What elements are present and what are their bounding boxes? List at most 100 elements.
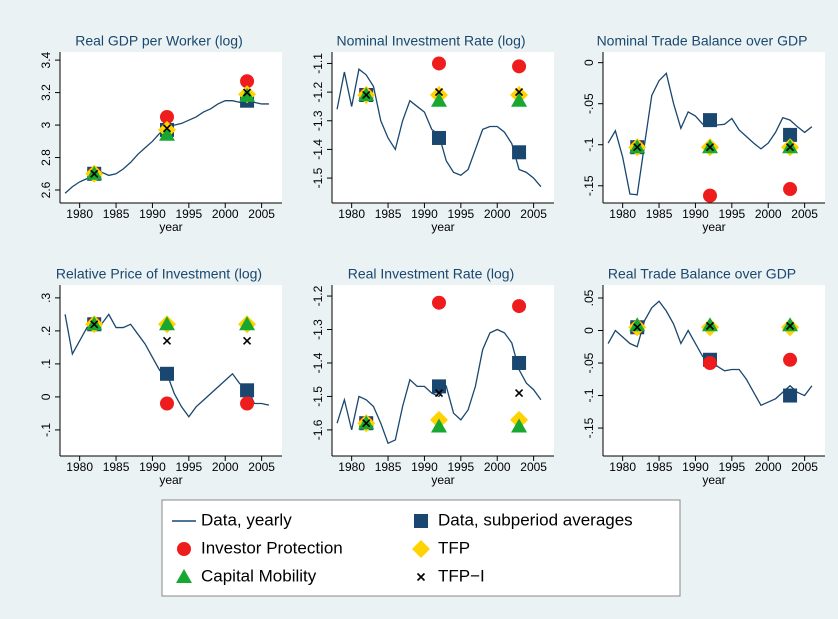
circle-marker (159, 396, 174, 411)
triangle-marker (511, 418, 528, 433)
y-tick-label: -.15 (582, 175, 596, 196)
circle-marker (431, 295, 446, 310)
triangle-marker (782, 317, 799, 332)
x-tick-label: 1995 (447, 460, 474, 474)
x-axis-label: year (702, 473, 725, 487)
x-tick-label: 1995 (175, 207, 202, 221)
x-marker (633, 323, 642, 332)
x-tick-label: 1990 (139, 460, 166, 474)
chart-title: Real GDP per Worker (log) (75, 33, 243, 49)
chart-title: Nominal Trade Balance over GDP (597, 33, 808, 49)
x-tick-label: 2000 (755, 207, 782, 221)
x-marker (362, 419, 371, 428)
triangle-marker (701, 317, 718, 332)
circle-marker (702, 188, 717, 203)
x-tick-label: 2000 (484, 460, 511, 474)
y-tick-label: .3 (39, 293, 53, 303)
square-marker (240, 383, 255, 398)
x-tick-label: 1990 (411, 207, 438, 221)
plot-area (332, 52, 554, 203)
x-tick-label: 2000 (484, 207, 511, 221)
chart-title: Real Investment Rate (log) (348, 266, 515, 282)
x-tick-label: 1980 (338, 460, 365, 474)
square-marker (512, 355, 527, 370)
y-tick-label: 0 (582, 59, 596, 66)
y-tick-label: 3.4 (39, 51, 53, 68)
x-tick-label: 1995 (175, 460, 202, 474)
triangle-marker (158, 316, 175, 331)
chart-title: Real Trade Balance over GDP (608, 266, 796, 282)
y-tick-label: -1.3 (311, 110, 325, 131)
x-marker (705, 321, 715, 331)
legend-label: Investor Protection (201, 538, 343, 557)
circle-marker (512, 59, 527, 74)
y-tick-label: -.1 (582, 388, 596, 402)
x-marker (162, 124, 172, 133)
legend-label: Data, yearly (201, 510, 292, 529)
plot-area (603, 285, 825, 456)
x-axis-label: year (431, 473, 454, 487)
x-marker (785, 143, 795, 152)
x-marker (416, 572, 426, 582)
x-marker (90, 169, 99, 178)
legend-label: Capital Mobility (201, 566, 317, 585)
x-marker (242, 336, 252, 345)
x-tick-label: 2000 (212, 460, 239, 474)
x-tick-label: 1985 (646, 207, 673, 221)
x-tick-label: 1995 (718, 207, 745, 221)
x-marker (514, 88, 524, 97)
square-marker (512, 145, 527, 160)
x-tick-label: 2005 (248, 460, 275, 474)
triangle-marker (158, 126, 175, 141)
x-tick-label: 2005 (520, 207, 547, 221)
square-marker (159, 366, 174, 381)
circle-marker (159, 109, 174, 124)
data-line (336, 328, 542, 445)
triangle-marker (176, 569, 192, 583)
square-marker (702, 113, 717, 128)
circle-marker (702, 356, 717, 371)
y-tick-label: 2.6 (39, 181, 53, 198)
x-axis-label: year (159, 220, 182, 234)
x-tick-label: 1980 (66, 460, 93, 474)
x-tick-label: 1990 (682, 460, 709, 474)
x-tick-label: 1990 (411, 460, 438, 474)
y-tick-label: 0 (582, 327, 596, 334)
x-tick-label: 1985 (375, 460, 402, 474)
triangle-marker (239, 316, 256, 331)
circle-marker (783, 352, 798, 367)
square-marker (431, 130, 446, 145)
x-marker (434, 88, 444, 97)
circle-marker (177, 542, 191, 556)
y-tick-label: .1 (39, 359, 53, 369)
y-tick-label: -.15 (582, 417, 596, 438)
x-tick-label: 1995 (447, 207, 474, 221)
x-tick-label: 1995 (718, 460, 745, 474)
y-tick-label: -1.2 (311, 81, 325, 102)
x-marker (434, 389, 444, 398)
circle-marker (240, 396, 255, 411)
square-marker (431, 379, 446, 394)
square-marker (783, 388, 798, 403)
x-tick-label: 2005 (791, 460, 818, 474)
x-tick-label: 1980 (609, 460, 636, 474)
legend-label: Data, subperiod averages (438, 510, 633, 529)
diamond-marker (412, 540, 430, 558)
x-marker (162, 336, 172, 345)
x-tick-label: 2005 (520, 460, 547, 474)
x-tick-label: 1980 (66, 207, 93, 221)
y-tick-label: -1.4 (311, 352, 325, 373)
circle-marker (512, 299, 527, 314)
y-tick-label: 3 (39, 121, 53, 128)
chart-title: Nominal Investment Rate (log) (336, 33, 525, 49)
y-tick-label: -1.5 (311, 386, 325, 407)
y-tick-label: -1.2 (311, 285, 325, 306)
y-tick-label: -1.1 (311, 53, 325, 74)
x-tick-label: 1980 (338, 207, 365, 221)
chart-title: Relative Price of Investment (log) (56, 266, 262, 282)
y-tick-label: 2.8 (39, 149, 53, 166)
y-tick-label: .05 (582, 289, 596, 306)
x-marker (705, 143, 715, 152)
triangle-marker (430, 92, 447, 107)
